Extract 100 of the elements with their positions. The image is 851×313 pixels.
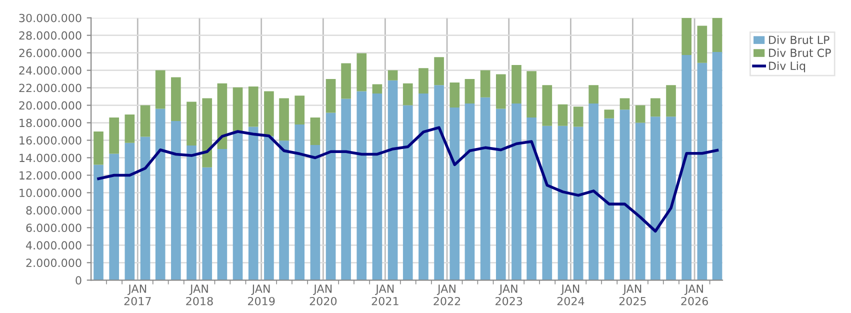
y-tick-label: 30.000.000: [19, 14, 82, 22]
bar: [109, 154, 120, 280]
y-tick-label: 0: [76, 276, 82, 285]
bar: [372, 84, 382, 94]
bar: [326, 112, 336, 280]
bar: [294, 124, 305, 280]
bar: [418, 93, 428, 280]
bar: [620, 98, 630, 110]
bar: [682, 55, 692, 280]
bar: [712, 52, 722, 280]
bar: [171, 121, 181, 280]
bar: [542, 126, 552, 280]
line-series: [97, 126, 719, 233]
x-tick-label: JAN 2017: [124, 284, 151, 306]
bar: [217, 83, 228, 149]
bar: [512, 104, 522, 280]
bar: [124, 114, 135, 143]
bar: [94, 164, 104, 280]
x-tick-label: JAN 2018: [186, 284, 213, 306]
y-tick-label: 14.000.000: [20, 154, 82, 162]
bar: [480, 70, 490, 98]
bar: [650, 98, 660, 117]
bar: [712, 18, 722, 52]
y-tick-label: 20.000.000: [19, 101, 82, 110]
bar: [171, 77, 181, 122]
bar: [526, 71, 536, 118]
legend-label: Div Brut LP: [769, 35, 830, 44]
bar: [635, 105, 646, 123]
bar: [155, 70, 166, 109]
bar: [341, 63, 351, 99]
bar: [496, 108, 506, 280]
x-tick-label: JAN 2023: [496, 284, 522, 306]
bar: [464, 79, 475, 104]
bar: [418, 68, 428, 94]
bar: [310, 145, 320, 280]
legend-label: Div Brut CP: [769, 48, 831, 58]
bar: [650, 116, 660, 280]
bar: [542, 85, 552, 126]
bar: [464, 104, 475, 280]
bar: [697, 26, 708, 63]
bar: [604, 110, 614, 118]
bar: [697, 62, 708, 280]
y-tick-label: 6.000.000: [26, 224, 82, 232]
bar: [124, 142, 135, 280]
x-tick-label: JAN 2026: [681, 284, 708, 306]
bar: [294, 96, 305, 125]
bar: [341, 98, 351, 280]
bar: [434, 57, 444, 86]
bar: [480, 97, 490, 280]
y-tick-label: 2.000.000: [26, 258, 82, 268]
y-tick-label: 12.000.000: [20, 171, 82, 180]
x-tick-label: JAN 2019: [248, 284, 275, 306]
bar: [496, 74, 506, 109]
bar: [155, 108, 166, 280]
bar: [402, 83, 413, 106]
bar: [588, 104, 598, 280]
bar: [186, 145, 196, 280]
y-tick-label: 26.000.000: [19, 48, 82, 58]
bar: [450, 107, 460, 280]
x-tick-label: JAN 2025: [619, 284, 646, 306]
y-tick-label: 22.000.000: [19, 84, 82, 92]
bar: [372, 93, 382, 280]
y-tick-label: 28.000.000: [19, 31, 82, 40]
bar: [217, 148, 228, 280]
bar: [558, 104, 568, 126]
bar: [248, 126, 258, 280]
bar: [109, 118, 120, 154]
bar: [450, 82, 460, 108]
bar: [326, 79, 336, 113]
bar: [666, 116, 676, 280]
bar: [356, 53, 367, 92]
y-tick-label: 8.000.000: [26, 206, 82, 215]
bar: [388, 70, 398, 80]
y-tick-label: 10.000.000: [20, 188, 82, 198]
bar: [604, 118, 614, 280]
y-tick-label: 24.000.000: [19, 66, 82, 75]
bar: [279, 98, 289, 141]
bar: [140, 105, 150, 137]
bar: [573, 126, 584, 280]
x-tick-label: JAN 2020: [310, 284, 337, 306]
bar: [573, 106, 584, 127]
legend-label: Div Liq: [769, 61, 806, 72]
bar: [232, 87, 243, 132]
bar: [94, 132, 104, 165]
y-tick-label: 16.000.000: [20, 136, 82, 145]
y-tick-label: 18.000.000: [20, 118, 82, 128]
bar: [558, 126, 568, 280]
bar: [635, 122, 646, 280]
bar: [310, 118, 320, 146]
bar: [620, 110, 630, 280]
bar: [140, 136, 150, 280]
bar: [248, 86, 258, 127]
bar: [186, 102, 196, 146]
bar: [526, 118, 536, 280]
bar: [264, 136, 274, 280]
bar: [356, 91, 367, 280]
bar: [682, 18, 692, 55]
x-tick-label: JAN 2021: [372, 284, 398, 306]
bar: [588, 85, 598, 104]
bar: [279, 140, 289, 280]
